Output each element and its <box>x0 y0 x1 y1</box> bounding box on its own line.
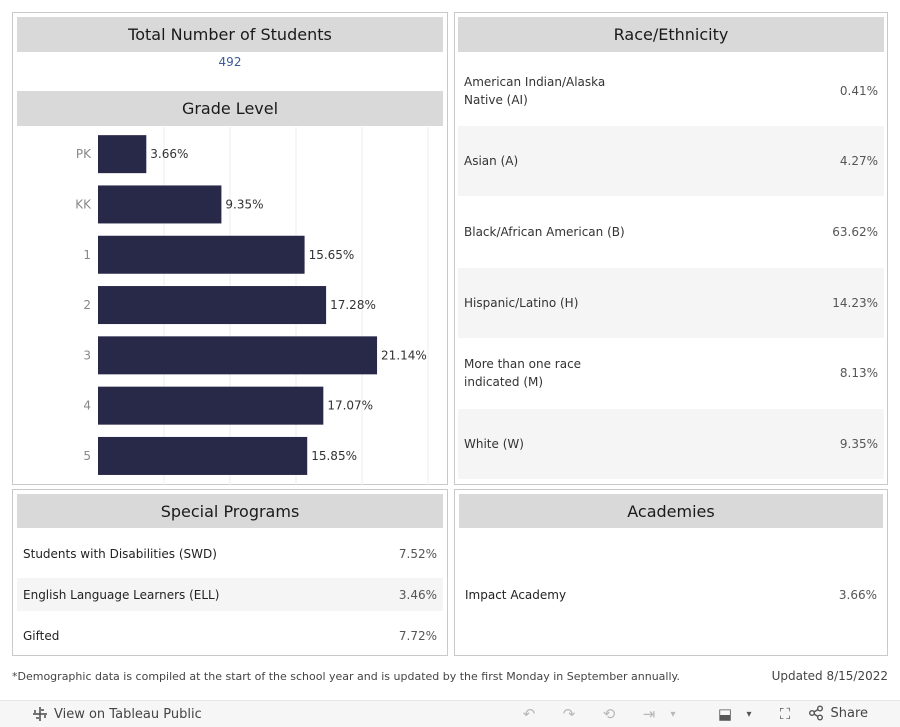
redo-icon[interactable]: ↷ <box>562 705 576 723</box>
academies-panel: Academies Impact Academy 3.66% <box>454 489 888 656</box>
race-row[interactable]: Hispanic/Latino (H) 14.23% <box>458 268 884 338</box>
tableau-toolbar: View on Tableau Public ↶ ↷ ⟲ ⇥ ▾ ⬓ ▾ ⛶ S… <box>0 700 900 727</box>
grade-level-header: Grade Level <box>17 91 443 126</box>
total-students-title: Total Number of Students <box>128 25 332 44</box>
special-program-row[interactable]: Gifted 7.72% <box>17 619 443 652</box>
grade-bar-value-label: 9.35% <box>225 197 263 211</box>
special-program-name: Gifted <box>23 628 60 643</box>
share-label: Share <box>830 705 868 721</box>
grade-bar[interactable] <box>98 286 327 325</box>
total-students-header: Total Number of Students <box>17 17 443 52</box>
grade-category-label: 2 <box>83 298 91 312</box>
race-name: American Indian/Alaska Native (AI) <box>464 75 606 107</box>
grade-category-label: 3 <box>83 348 91 362</box>
special-program-row[interactable]: Students with Disabilities (SWD) 7.52% <box>17 537 443 570</box>
race-name: White (W) <box>464 437 524 451</box>
race-name: Hispanic/Latino (H) <box>464 296 579 310</box>
total-students-value[interactable]: 492 <box>218 55 242 69</box>
grade-category-label: 5 <box>83 449 91 463</box>
revert-icon[interactable]: ⟲ <box>602 705 616 723</box>
grade-category-label: 1 <box>83 248 91 262</box>
race-panel: Race/Ethnicity American Indian/Alaska Na… <box>454 12 888 485</box>
download-chevron-icon[interactable]: ▾ <box>746 708 752 720</box>
race-header: Race/Ethnicity <box>458 17 884 52</box>
grade-bar[interactable] <box>98 386 324 425</box>
academy-value: 3.66% <box>838 588 877 602</box>
share-button[interactable]: Share <box>808 705 868 721</box>
grade-level-chart: PK 3.66% KK 9.35% 1 15.65% 2 17.28% 3 21.14% 4 17.0… <box>75 127 429 485</box>
grade-panel: Total Number of Students 492 Grade Level… <box>12 12 448 485</box>
view-on-tableau-link[interactable]: View on Tableau Public <box>32 706 202 722</box>
race-value: 9.35% <box>839 437 878 451</box>
grade-bar-value-label: 17.07% <box>327 399 373 413</box>
grade-category-label: 4 <box>83 399 91 413</box>
race-title: Race/Ethnicity <box>613 25 729 44</box>
race-row[interactable]: More than one race indicated (M) 8.13% <box>458 338 884 408</box>
grade-bar[interactable] <box>98 436 308 475</box>
grade-bar[interactable] <box>98 185 222 224</box>
updated-date: Updated 8/15/2022 <box>771 669 888 683</box>
grade-category-label: KK <box>75 197 92 211</box>
academies-title: Academies <box>627 501 715 521</box>
race-row[interactable]: American Indian/Alaska Native (AI) 0.41% <box>458 56 884 126</box>
academy-row[interactable]: Impact Academy 3.66% <box>459 580 883 610</box>
academy-name: Impact Academy <box>465 588 567 602</box>
academies-header: Academies <box>459 494 883 528</box>
grade-bar[interactable] <box>98 336 378 375</box>
undo-icon[interactable]: ↶ <box>522 705 536 723</box>
grade-bar[interactable] <box>98 235 305 274</box>
special-program-value: 7.52% <box>398 546 437 561</box>
grade-bar-value-label: 21.14% <box>381 348 427 362</box>
special-programs-header: Special Programs <box>17 494 443 528</box>
toolbar-actions: ↶ ↷ ⟲ ⇥ ▾ ⬓ ▾ ⛶ <box>518 704 814 724</box>
tableau-logo-icon <box>33 707 47 721</box>
grade-bar-value-label: 15.85% <box>311 449 357 463</box>
race-name: Black/African American (B) <box>464 225 625 239</box>
race-value: 4.27% <box>839 154 878 168</box>
share-icon <box>809 705 824 721</box>
race-row[interactable]: Asian (A) 4.27% <box>458 126 884 196</box>
grade-bar-value-label: 3.66% <box>150 147 188 161</box>
special-programs-panel: Special Programs Students with Disabilit… <box>12 489 448 656</box>
grade-bar[interactable] <box>98 135 147 174</box>
race-value: 0.41% <box>839 84 878 98</box>
race-value: 8.13% <box>839 366 878 380</box>
fullscreen-icon[interactable]: ⛶ <box>779 705 791 723</box>
race-value: 63.62% <box>832 225 878 239</box>
grade-bar-value-label: 15.65% <box>309 248 355 262</box>
special-program-value: 3.46% <box>398 587 437 602</box>
grade-level-title: Grade Level <box>181 99 279 118</box>
race-name: More than one race indicated (M) <box>464 357 582 389</box>
race-value: 14.23% <box>832 296 878 310</box>
grade-bar-value-label: 17.28% <box>330 298 376 312</box>
race-name: Asian (A) <box>464 154 519 168</box>
special-programs-title: Special Programs <box>160 501 300 521</box>
race-row[interactable]: Black/African American (B) 63.62% <box>458 197 884 267</box>
footnote: *Demographic data is compiled at the sta… <box>12 670 680 683</box>
special-program-name: Students with Disabilities (SWD) <box>23 546 217 561</box>
grade-category-label: PK <box>76 147 92 161</box>
chevron-down-icon[interactable]: ▾ <box>670 708 676 720</box>
race-row[interactable]: White (W) 9.35% <box>458 409 884 479</box>
special-program-name: English Language Learners (ELL) <box>23 587 220 602</box>
refresh-icon[interactable]: ⇥ <box>642 705 656 723</box>
special-program-value: 7.72% <box>398 628 437 643</box>
view-on-tableau-label: View on Tableau Public <box>54 706 202 722</box>
special-program-row[interactable]: English Language Learners (ELL) 3.46% <box>17 578 443 611</box>
download-icon[interactable]: ⬓ <box>717 705 733 723</box>
